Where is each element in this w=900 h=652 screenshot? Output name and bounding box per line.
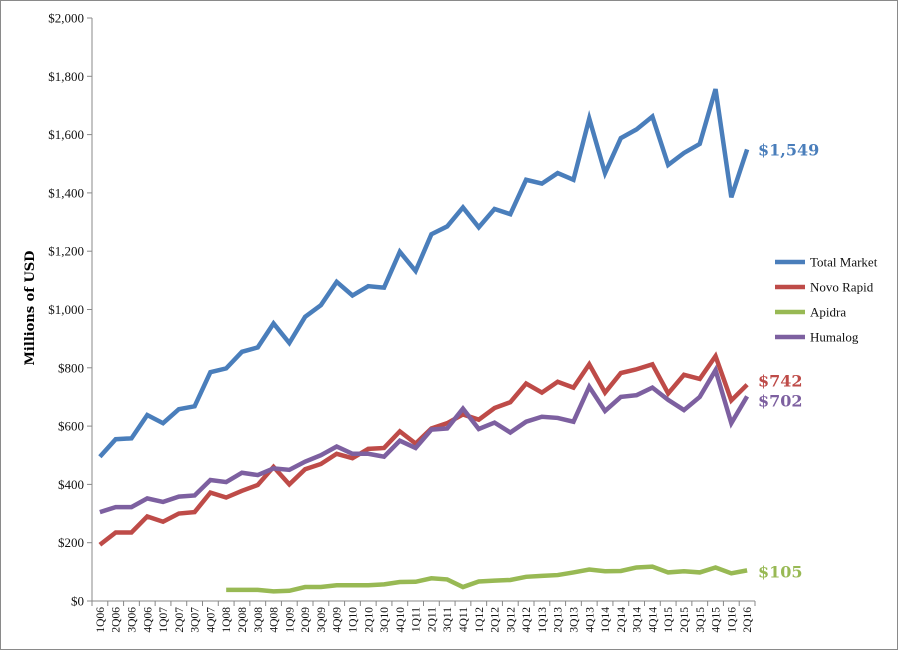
- legend-label-novo-rapid: Novo Rapid: [810, 280, 874, 295]
- x-tick-label: 1Q13: [537, 607, 549, 633]
- legend: Total Market Novo Rapid Apidra Humalog: [775, 255, 878, 345]
- x-tick-label: 2Q14: [616, 607, 628, 633]
- legend-label-humalog: Humalog: [810, 330, 859, 345]
- x-tick-label: 4Q07: [205, 607, 217, 633]
- end-labels: $1,549 $742 $105 $702: [758, 140, 819, 581]
- x-tick-label: 1Q09: [284, 607, 296, 633]
- x-tick-label: 2Q07: [174, 607, 186, 633]
- x-tick-label: 4Q12: [521, 607, 533, 633]
- x-tick-label: 4Q08: [269, 607, 281, 633]
- y-tick-label: $1,000: [48, 302, 84, 317]
- x-axis-ticks: 1Q06 2Q06 3Q06 4Q06 1Q07 2Q07 3Q07 4Q07 1Q08 2Q08…: [91, 601, 756, 633]
- x-tick-label: 2Q06: [111, 607, 123, 633]
- y-axis-ticks: $0 $200 $400 $600 $800 $1,000 $1,200 $1,400 $1,6…: [48, 11, 92, 609]
- x-tick-label: 4Q14: [647, 607, 659, 633]
- x-tick-label: 3Q07: [190, 607, 202, 633]
- y-axis-label: Millions of USD: [23, 251, 38, 366]
- y-tick-label: $200: [58, 535, 84, 550]
- x-tick-label: 3Q10: [379, 607, 391, 633]
- x-tick-label: 3Q09: [316, 607, 328, 633]
- end-label-novo-rapid: $742: [758, 372, 803, 391]
- x-tick-label: 1Q11: [411, 607, 423, 632]
- legend-label-total-market: Total Market: [810, 255, 878, 270]
- x-tick-label: 1Q06: [95, 607, 107, 633]
- series-line-total-market: [98, 88, 750, 459]
- y-tick-label: $1,600: [48, 127, 84, 142]
- x-tick-label: 2Q12: [490, 607, 502, 633]
- end-label-humalog: $702: [758, 391, 803, 410]
- series-lines: [98, 88, 750, 594]
- y-tick-label: $800: [58, 360, 84, 375]
- legend-label-apidra: Apidra: [810, 305, 846, 320]
- y-tick-label: $2,000: [48, 11, 84, 26]
- y-tick-label: $1,200: [48, 244, 84, 259]
- x-tick-label: 1Q15: [663, 607, 675, 633]
- x-tick-label: 1Q08: [221, 607, 233, 633]
- x-tick-label: 1Q14: [600, 607, 612, 633]
- end-label-total-market: $1,549: [758, 140, 819, 159]
- x-tick-label: 4Q10: [395, 607, 407, 633]
- x-tick-label: 1Q16: [726, 607, 738, 633]
- x-tick-label: 3Q06: [126, 607, 138, 633]
- y-tick-label: $1,400: [48, 185, 84, 200]
- y-tick-label: $400: [58, 477, 84, 492]
- x-tick-label: 3Q15: [695, 607, 707, 633]
- x-tick-label: 2Q09: [300, 607, 312, 633]
- x-tick-label: 4Q15: [711, 607, 723, 633]
- x-tick-label: 4Q13: [584, 607, 596, 633]
- x-tick-label: 1Q12: [474, 607, 486, 633]
- y-tick-label: $1,800: [48, 69, 84, 84]
- x-tick-label: 2Q16: [742, 607, 754, 633]
- x-tick-label: 4Q06: [142, 607, 154, 633]
- end-label-apidra: $105: [758, 562, 803, 581]
- x-tick-label: 2Q10: [363, 607, 375, 633]
- x-tick-label: 2Q15: [679, 607, 691, 633]
- x-tick-label: 1Q10: [347, 607, 359, 633]
- x-tick-label: 2Q11: [426, 607, 438, 632]
- y-tick-label: $0: [71, 594, 84, 609]
- x-tick-label: 3Q13: [568, 607, 580, 633]
- x-tick-label: 3Q08: [253, 607, 265, 633]
- x-tick-label: 3Q11: [442, 607, 454, 632]
- series-line-novo-rapid: [98, 351, 749, 547]
- x-tick-label: 3Q14: [632, 607, 644, 633]
- x-tick-label: 1Q07: [158, 607, 170, 633]
- y-tick-label: $600: [58, 419, 84, 434]
- x-tick-label: 2Q13: [553, 607, 565, 633]
- x-tick-label: 2Q08: [237, 607, 249, 633]
- x-tick-label: 3Q12: [505, 607, 517, 633]
- series-line-humalog: [99, 364, 750, 515]
- x-tick-label: 4Q11: [458, 607, 470, 632]
- x-tick-label: 4Q09: [332, 607, 344, 633]
- series-line-apidra: [226, 564, 748, 594]
